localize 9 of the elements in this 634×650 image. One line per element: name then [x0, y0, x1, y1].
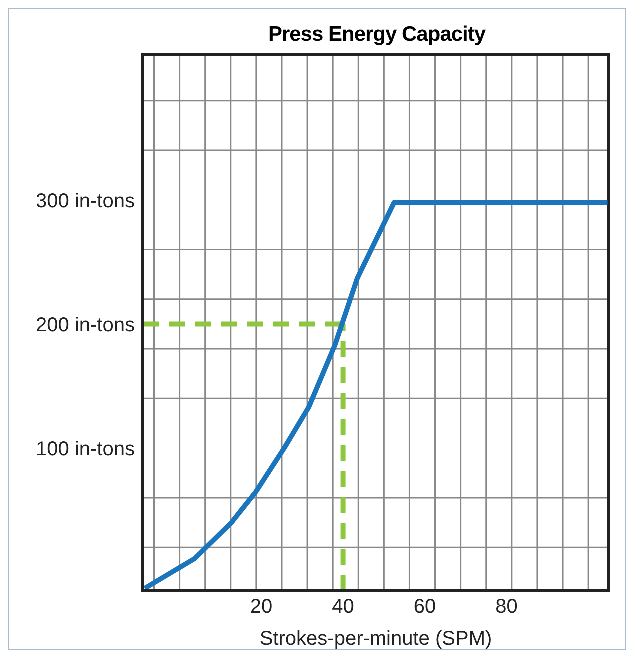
x-tick-label: 40: [332, 596, 354, 618]
x-tick-label: 20: [250, 596, 273, 618]
x-tick-label: 60: [414, 596, 436, 618]
y-tick-label: 100 in-tons: [36, 438, 135, 460]
y-tick-label: 200 in-tons: [36, 314, 135, 336]
x-axis-title: Strokes-per-minute (SPM): [260, 628, 492, 650]
y-tick-label: 300 in-tons: [36, 190, 135, 212]
chart-title: Press Energy Capacity: [267, 23, 487, 47]
x-tick-label: 80: [496, 596, 518, 618]
